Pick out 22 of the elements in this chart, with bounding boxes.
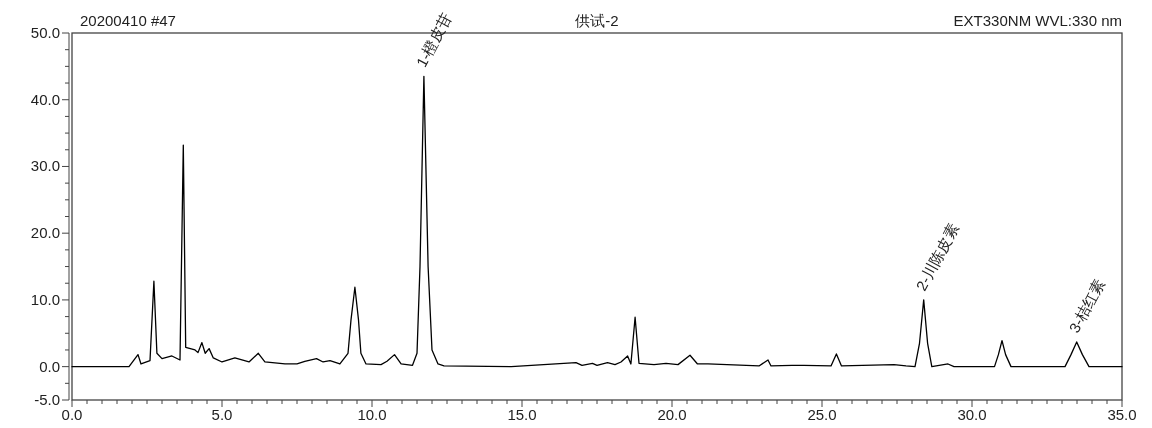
y-tick-label: 10.0: [30, 290, 60, 308]
x-tick-label: 15.0: [507, 406, 537, 423]
text: EXT330NM WVL:330 nm: [953, 12, 1122, 29]
line-series: [71, 75, 1123, 368]
annotation: 1-橙皮苷: [412, 10, 455, 70]
text: 20200410 #47: [80, 12, 176, 29]
y-tick-label: 20.0: [30, 224, 60, 242]
chart-title: 供试-2: [575, 12, 619, 29]
y-tick-label: -5.0: [34, 391, 60, 408]
y-tick-label: 0.0: [39, 357, 60, 375]
y-tick-label: 50.0: [30, 24, 60, 41]
annotation: 2-川陈皮素: [912, 220, 962, 294]
x-tick-label: 10.0: [357, 406, 387, 423]
x-tick-label: 30.0: [957, 406, 987, 423]
x-tick-label: 5.0: [211, 406, 233, 423]
x-tick-label: 25.0: [807, 406, 837, 423]
x-tick-label: 35.0: [1107, 406, 1137, 423]
annotation: 3-桔红素: [1065, 275, 1108, 336]
x-tick-label: 20.0: [657, 406, 687, 423]
x-tick-label: 0.0: [61, 406, 83, 423]
y-tick-label: 30.0: [30, 157, 60, 175]
y-tick-label: 40.0: [30, 90, 60, 108]
